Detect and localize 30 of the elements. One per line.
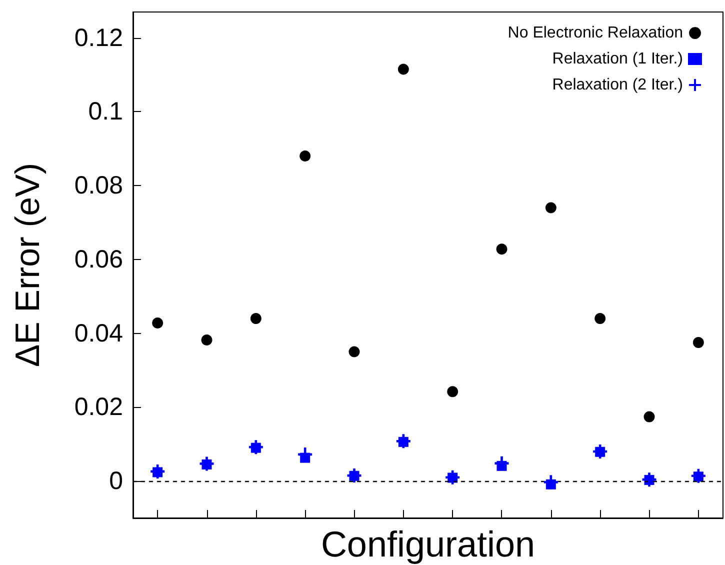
point [152, 317, 164, 328]
legend-label: No Electronic Relaxation [508, 24, 683, 42]
legend-label: Relaxation (1 Iter.) [552, 50, 683, 68]
y-tick-label: 0.12 [74, 24, 123, 52]
y-tick-label: 0 [109, 467, 123, 496]
point [348, 346, 360, 358]
y-tick-label: 0.02 [74, 393, 123, 422]
point [248, 440, 263, 454]
point [300, 150, 311, 162]
point [398, 64, 409, 75]
point [692, 337, 704, 348]
point [545, 202, 556, 214]
point [250, 313, 262, 324]
legend-label: Relaxation (2 Iter.) [552, 76, 683, 94]
point [200, 456, 214, 471]
point [544, 475, 558, 490]
point [496, 244, 508, 255]
y-tick-label: 0.1 [88, 98, 123, 126]
y-tick-label: 0.06 [74, 245, 123, 274]
y-tick-label: 0.08 [74, 172, 123, 200]
x-axis-title: Configuration [320, 524, 536, 564]
point [447, 386, 458, 398]
y-tick-label: 0.04 [74, 319, 124, 348]
point [150, 464, 165, 478]
point [201, 334, 212, 346]
point [691, 468, 706, 483]
point [644, 411, 655, 422]
point [594, 313, 606, 324]
y-axis-title: ΔE Error (eV) [9, 162, 47, 368]
point [396, 434, 410, 448]
